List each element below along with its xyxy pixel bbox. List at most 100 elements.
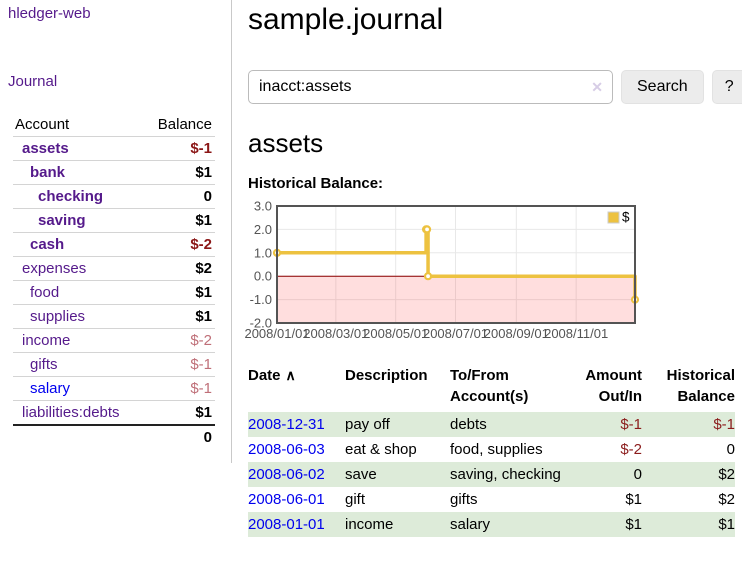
account-link-food[interactable]: food	[30, 284, 60, 301]
y-tick-label: 3.0	[254, 199, 272, 214]
account-balance: $-2	[190, 236, 212, 253]
account-balance: $1	[195, 404, 212, 421]
register-amount-cell: $1	[625, 491, 642, 508]
sidebar-nav: Journal	[8, 73, 223, 90]
main-content: sample.journal ✕ Search ? assets Histori…	[232, 0, 742, 537]
account-link-expenses[interactable]: expenses	[22, 260, 87, 277]
account-balance: $-1	[190, 140, 212, 157]
account-name-cell: expenses	[13, 257, 114, 281]
sidebar: hledger-web Journal Account Balance asse…	[0, 0, 232, 463]
register-amount-cell: $-2	[620, 441, 642, 458]
account-name-cell: assets	[13, 137, 114, 161]
account-link-salary[interactable]: salary	[30, 380, 71, 397]
register-amount-cell: $-1	[620, 416, 642, 433]
account-balance: $-1	[190, 356, 212, 373]
register-accounts-cell: saving, checking	[450, 466, 561, 483]
account-row: supplies $1	[13, 305, 215, 329]
account-balance: $-2	[190, 332, 212, 349]
account-row: gifts $-1	[13, 353, 215, 377]
x-tick-label: 2008/07/01	[423, 326, 488, 341]
chart-title: Historical Balance:	[248, 175, 384, 192]
register-description-cell: gift	[345, 491, 366, 508]
register-date-cell: 2008-06-03	[248, 437, 345, 462]
account-name-cell: saving	[13, 209, 114, 233]
transaction-date-link[interactable]: 2008-06-01	[248, 491, 325, 508]
balance-column-header-register: Historical Balance	[666, 367, 735, 405]
transaction-date-link[interactable]: 2008-12-31	[248, 416, 325, 433]
register-row: 2008-12-31 pay off debts $-1 $-1	[248, 412, 735, 437]
register-row: 2008-06-02 save saving, checking 0 $2	[248, 462, 735, 487]
account-link-cash[interactable]: cash	[30, 236, 65, 253]
account-row: assets $-1	[13, 137, 215, 161]
date-column-header[interactable]: Date ∧	[248, 365, 345, 412]
account-total-balance: 0	[114, 424, 215, 449]
account-table-body: assets $-1 bank $1 checking 0 saving $1 cash $-2 e…	[13, 137, 215, 426]
y-tick-label: 1.0	[254, 245, 272, 260]
register-balance-cell: $1	[718, 516, 735, 533]
x-tick-label: 2008/03/01	[303, 326, 368, 341]
account-balance: $1	[195, 164, 212, 181]
account-name-cell: checking	[13, 185, 114, 209]
transaction-date-link[interactable]: 2008-06-02	[248, 466, 325, 483]
register-amount-cell: 0	[633, 466, 642, 483]
account-name-cell: liabilities:debts	[13, 401, 120, 426]
negative-region	[277, 276, 635, 323]
account-link-liabilities-debts[interactable]: liabilities:debts	[22, 404, 120, 421]
y-tick-label: -2.0	[250, 316, 272, 331]
transaction-date-link[interactable]: 2008-06-03	[248, 441, 325, 458]
search-button[interactable]: Search	[621, 70, 704, 104]
nav-journal-link[interactable]: Journal	[8, 73, 58, 90]
app: hledger-web Journal Account Balance asse…	[0, 0, 742, 537]
y-tick-label: -1.0	[250, 292, 272, 307]
register-row: 2008-06-03 eat & shop food, supplies $-2 0	[248, 437, 735, 462]
legend-label: $	[622, 210, 630, 225]
x-tick-label: 2008/11/01	[544, 326, 608, 341]
legend-swatch	[607, 211, 620, 224]
balance-column-header: Balance	[157, 116, 212, 133]
account-link-checking[interactable]: checking	[38, 188, 104, 205]
page-title: sample.journal	[248, 3, 444, 36]
historical-balance-chart[interactable]: 3.0 2.0 1.0 0.0 -1.0 -2.02008/01/012008/03/01…	[244, 199, 644, 345]
app-title-link[interactable]: hledger-web	[8, 5, 91, 22]
account-row: cash $-2	[13, 233, 215, 257]
account-link-gifts[interactable]: gifts	[30, 356, 58, 373]
y-tick-label: 2.0	[254, 222, 272, 237]
register-accounts-cell: food, supplies	[450, 441, 543, 458]
account-link-income[interactable]: income	[22, 332, 71, 349]
register-accounts-cell: gifts	[450, 491, 478, 508]
clear-icon[interactable]: ✕	[591, 79, 603, 95]
date-header-label: Date	[248, 367, 281, 384]
account-balance: $1	[195, 212, 212, 229]
account-name-cell: bank	[13, 161, 114, 185]
account-row: food $1	[13, 281, 215, 305]
account-row: income $-2	[13, 329, 215, 353]
data-point-marker	[423, 272, 433, 281]
search-form: ✕ Search ?	[248, 70, 742, 104]
data-point-marker	[422, 225, 432, 234]
register-header-row: Date ∧ Description To/From Account(s) Amo…	[248, 365, 735, 412]
x-tick-label: 2008/09/01	[484, 326, 549, 341]
x-tick-label: 2008/05/01	[363, 326, 428, 341]
chart-border	[276, 205, 636, 324]
transaction-date-link[interactable]: 2008-01-01	[248, 516, 325, 533]
register-balance-cell: 0	[726, 441, 735, 458]
register-date-cell: 2008-06-02	[248, 462, 345, 487]
register-accounts-cell: debts	[450, 416, 487, 433]
account-link-supplies[interactable]: supplies	[30, 308, 86, 325]
account-name-cell: supplies	[13, 305, 114, 329]
help-button[interactable]: ?	[711, 70, 742, 104]
search-input[interactable]	[248, 70, 613, 104]
description-column-header: Description	[345, 367, 428, 384]
account-heading: assets	[248, 128, 324, 158]
search-input-wrap: ✕	[248, 70, 613, 104]
account-name-cell: income	[13, 329, 114, 353]
account-link-assets[interactable]: assets	[22, 140, 69, 157]
register-date-cell: 2008-06-01	[248, 487, 345, 512]
register-amount-cell: $1	[625, 516, 642, 533]
account-link-bank[interactable]: bank	[30, 164, 66, 181]
register-balance-cell: $2	[718, 491, 735, 508]
account-table-header-row: Account Balance	[13, 113, 215, 137]
register-date-cell: 2008-01-01	[248, 512, 345, 537]
accounts-column-header: To/From Account(s)	[450, 367, 529, 405]
account-link-saving[interactable]: saving	[38, 212, 86, 229]
